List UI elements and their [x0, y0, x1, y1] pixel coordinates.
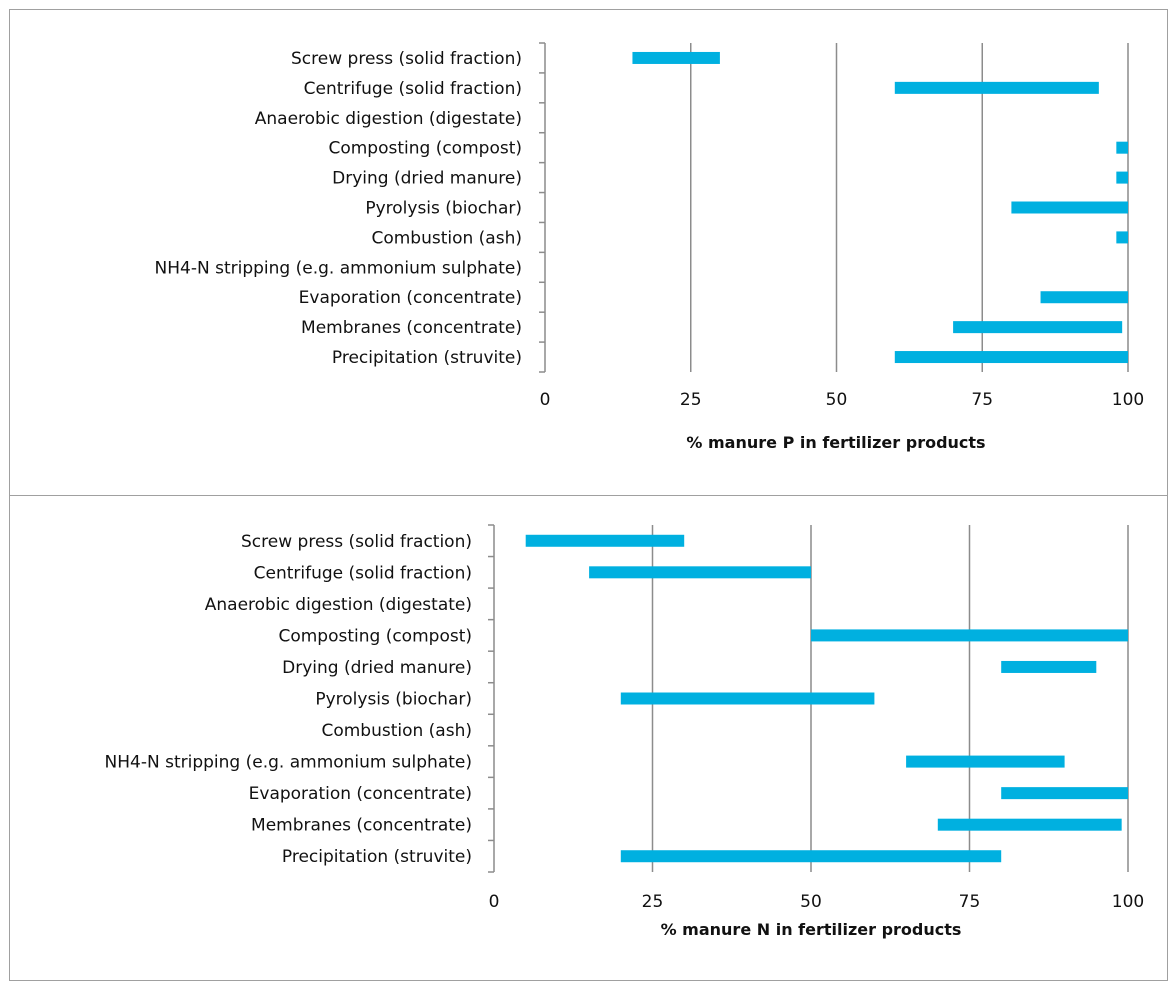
n-x-tick-label: 0 — [489, 892, 500, 912]
n-chart-xlabel: % manure N in fertilizer products — [661, 920, 962, 939]
p-x-tick-label: 0 — [540, 390, 551, 410]
p-bar — [953, 321, 1123, 334]
p-bar — [894, 351, 1128, 364]
p-bar — [1116, 171, 1128, 184]
n-category-label: NH4-N stripping (e.g. ammonium sulphate) — [105, 753, 472, 773]
n-bar — [937, 818, 1122, 831]
n-x-tick-label: 25 — [642, 892, 664, 912]
p-category-label: Membranes (concentrate) — [301, 318, 522, 338]
n-chart: % manure N in fertilizer products Screw … — [105, 524, 1144, 939]
n-bar — [589, 566, 811, 579]
p-x-tick-label: 100 — [1112, 390, 1144, 410]
n-x-tick-label: 50 — [800, 892, 822, 912]
n-x-tick-label: 100 — [1112, 892, 1144, 912]
n-category-label: Combustion (ash) — [321, 721, 472, 741]
p-x-tick-label: 25 — [680, 390, 702, 410]
p-category-label: Precipitation (struvite) — [332, 348, 522, 368]
n-category-label: Screw press (solid fraction) — [241, 532, 472, 552]
p-chart: % manure P in fertilizer products Screw … — [155, 42, 1144, 452]
n-category-label: Membranes (concentrate) — [251, 816, 472, 836]
n-chart-panel — [9, 495, 1168, 981]
p-category-label: Anaerobic digestion (digestate) — [255, 109, 522, 129]
p-category-label: Pyrolysis (biochar) — [365, 199, 522, 219]
n-category-label: Precipitation (struvite) — [282, 847, 472, 867]
n-bar — [620, 850, 1002, 863]
p-category-label: Evaporation (concentrate) — [299, 288, 522, 308]
p-bar — [894, 81, 1099, 94]
p-x-tick-label: 50 — [826, 390, 848, 410]
n-category-label: Pyrolysis (biochar) — [315, 690, 472, 710]
n-category-label: Composting (compost) — [278, 626, 472, 646]
p-category-label: Drying (dried manure) — [332, 169, 522, 189]
n-bar — [620, 692, 875, 705]
n-bar — [906, 755, 1065, 768]
p-x-tick-label: 75 — [971, 390, 993, 410]
p-bar — [1116, 141, 1128, 154]
p-category-label: Composting (compost) — [328, 139, 522, 159]
n-bar — [1001, 787, 1128, 800]
p-category-label: Combustion (ash) — [371, 228, 522, 248]
n-bar — [811, 629, 1128, 642]
n-category-label: Evaporation (concentrate) — [249, 784, 472, 804]
n-category-label: Anaerobic digestion (digestate) — [205, 595, 472, 615]
p-bar — [1040, 291, 1128, 304]
n-bar — [525, 534, 685, 547]
p-bar — [1116, 231, 1128, 244]
n-category-label: Drying (dried manure) — [282, 658, 472, 678]
n-bar — [1001, 660, 1097, 673]
p-bar — [632, 51, 720, 64]
p-bar — [1011, 201, 1128, 214]
p-category-label: NH4-N stripping (e.g. ammonium sulphate) — [155, 258, 522, 278]
p-category-label: Centrifuge (solid fraction) — [304, 79, 522, 99]
n-x-tick-label: 75 — [959, 892, 981, 912]
p-category-label: Screw press (solid fraction) — [291, 49, 522, 69]
n-category-label: Centrifuge (solid fraction) — [254, 563, 472, 583]
p-chart-xlabel: % manure P in fertilizer products — [686, 433, 985, 452]
